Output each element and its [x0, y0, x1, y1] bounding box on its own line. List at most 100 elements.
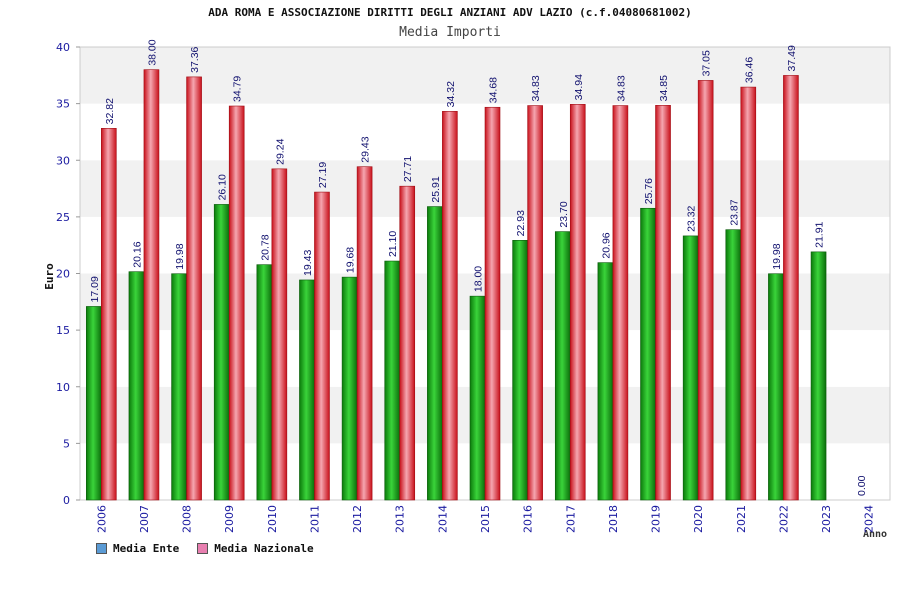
y-tick-label: 15: [56, 324, 70, 337]
bar-media-ente: [512, 240, 528, 501]
data-label: 19.98: [174, 243, 186, 269]
data-label: 32.82: [104, 98, 116, 124]
bar-media-nazionale: [101, 128, 117, 501]
data-label: 21.91: [814, 221, 826, 247]
x-tick-label: 2010: [266, 505, 279, 533]
x-tick-label: 2017: [564, 505, 577, 533]
data-label: 36.46: [743, 57, 755, 83]
data-label: 29.43: [360, 136, 372, 162]
data-label: 19.98: [771, 243, 783, 269]
y-tick-label: 0: [63, 494, 70, 507]
data-label: 25.76: [643, 178, 655, 204]
chart-title: ADA ROMA E ASSOCIAZIONE DIRITTI DEGLI AN…: [208, 6, 692, 19]
x-tick-label: 2018: [607, 505, 620, 533]
data-label: 20.78: [259, 234, 271, 260]
x-tick-label: 2012: [351, 505, 364, 533]
legend-label-media-ente: Media Ente: [113, 542, 180, 555]
data-label: 37.05: [701, 50, 713, 76]
data-label: 34.68: [488, 77, 500, 103]
bar-media-ente: [128, 271, 145, 501]
bar-media-nazionale: [442, 111, 458, 501]
bar-media-ente: [725, 229, 742, 501]
y-tick-label: 30: [56, 154, 70, 167]
bar-media-ente: [469, 295, 486, 501]
bar-media-nazionale: [783, 75, 799, 501]
x-tick-label: 2020: [692, 505, 705, 533]
bar-media-ente: [682, 235, 699, 501]
bar-media-ente: [256, 264, 273, 501]
legend-item-media-ente: Media Ente: [96, 542, 179, 555]
bar-media-ente: [341, 276, 358, 501]
y-tick-label: 20: [56, 268, 70, 281]
data-label: 38.00: [146, 39, 158, 65]
y-tick-label: 40: [56, 41, 70, 54]
data-label: 37.36: [189, 46, 201, 72]
y-tick-label: 35: [56, 98, 70, 111]
bar-media-ente: [171, 273, 187, 501]
bar-media-nazionale: [740, 86, 757, 501]
legend-swatch-media-nazionale: [197, 543, 209, 554]
bar-media-nazionale: [484, 106, 501, 501]
bar-media-ente: [597, 262, 614, 501]
data-label: 23.70: [558, 201, 570, 227]
chart-subtitle: Media Importi: [399, 25, 501, 40]
x-tick-label: 2024: [863, 505, 876, 533]
bar-media-nazionale: [655, 105, 671, 501]
data-label: 34.83: [615, 75, 627, 101]
bar-media-nazionale: [228, 105, 245, 501]
bar-media-ente: [554, 231, 571, 501]
bar-media-ente: [213, 204, 230, 501]
data-label: 23.87: [728, 199, 740, 225]
data-label: 34.94: [573, 74, 585, 100]
bar-media-nazionale: [697, 80, 714, 501]
x-tick-label: 2011: [308, 505, 321, 533]
bar-media-ente: [384, 260, 401, 501]
data-label: 19.43: [302, 250, 314, 276]
x-tick-label: 2023: [820, 505, 833, 533]
x-tick-label: 2021: [735, 505, 748, 533]
data-label: 26.10: [217, 174, 229, 200]
bar-media-ente: [810, 251, 827, 501]
data-label: 18.00: [473, 266, 485, 292]
bar-media-ente: [640, 207, 656, 501]
bar-media-ente: [768, 273, 784, 501]
legend-item-media-nazionale: Media Nazionale: [197, 542, 314, 555]
x-tick-label: 2006: [95, 505, 108, 533]
data-label: 25.91: [430, 176, 442, 202]
x-tick-label: 2016: [522, 505, 535, 533]
data-label: 21.10: [387, 231, 399, 257]
data-label: 19.68: [345, 247, 357, 273]
x-tick-label: 2013: [394, 505, 407, 533]
bar-media-nazionale: [314, 191, 330, 501]
x-tick-label: 2014: [436, 505, 449, 533]
data-label: 23.32: [686, 205, 698, 231]
bar-media-ente: [86, 306, 102, 501]
data-labels-layer: 17.09 32.82 20.16 38.00 19.98 37.36 26.10 34.79…: [89, 39, 868, 496]
data-label: 29.24: [274, 138, 286, 164]
bar-media-ente: [427, 206, 443, 501]
data-label: 34.85: [658, 75, 670, 101]
x-tick-label: 2015: [479, 505, 492, 533]
bar-media-nazionale: [271, 168, 288, 501]
data-label: 27.71: [402, 156, 414, 182]
bars-layer: [86, 69, 827, 501]
bar-media-nazionale: [569, 104, 586, 501]
legend-label-media-nazionale: Media Nazionale: [214, 542, 314, 555]
x-tick-label: 2009: [223, 505, 236, 533]
bar-media-nazionale: [527, 105, 543, 501]
data-label: 22.93: [515, 210, 527, 236]
y-tick-label: 5: [63, 437, 70, 450]
y-tick-label: 25: [56, 211, 70, 224]
data-label: 17.09: [89, 276, 101, 302]
data-label: 20.96: [600, 232, 612, 258]
y-axis-label: Euro: [43, 263, 56, 290]
data-label: 20.16: [131, 241, 143, 267]
legend: Media Ente Media Nazionale: [96, 542, 314, 555]
bar-media-nazionale: [186, 76, 202, 501]
x-tick-label: 2019: [650, 505, 663, 533]
data-label: 0.00: [856, 475, 868, 496]
x-tick-label: 2022: [777, 505, 790, 533]
y-tick-label: 10: [56, 381, 70, 394]
bar-media-ente: [299, 279, 315, 501]
